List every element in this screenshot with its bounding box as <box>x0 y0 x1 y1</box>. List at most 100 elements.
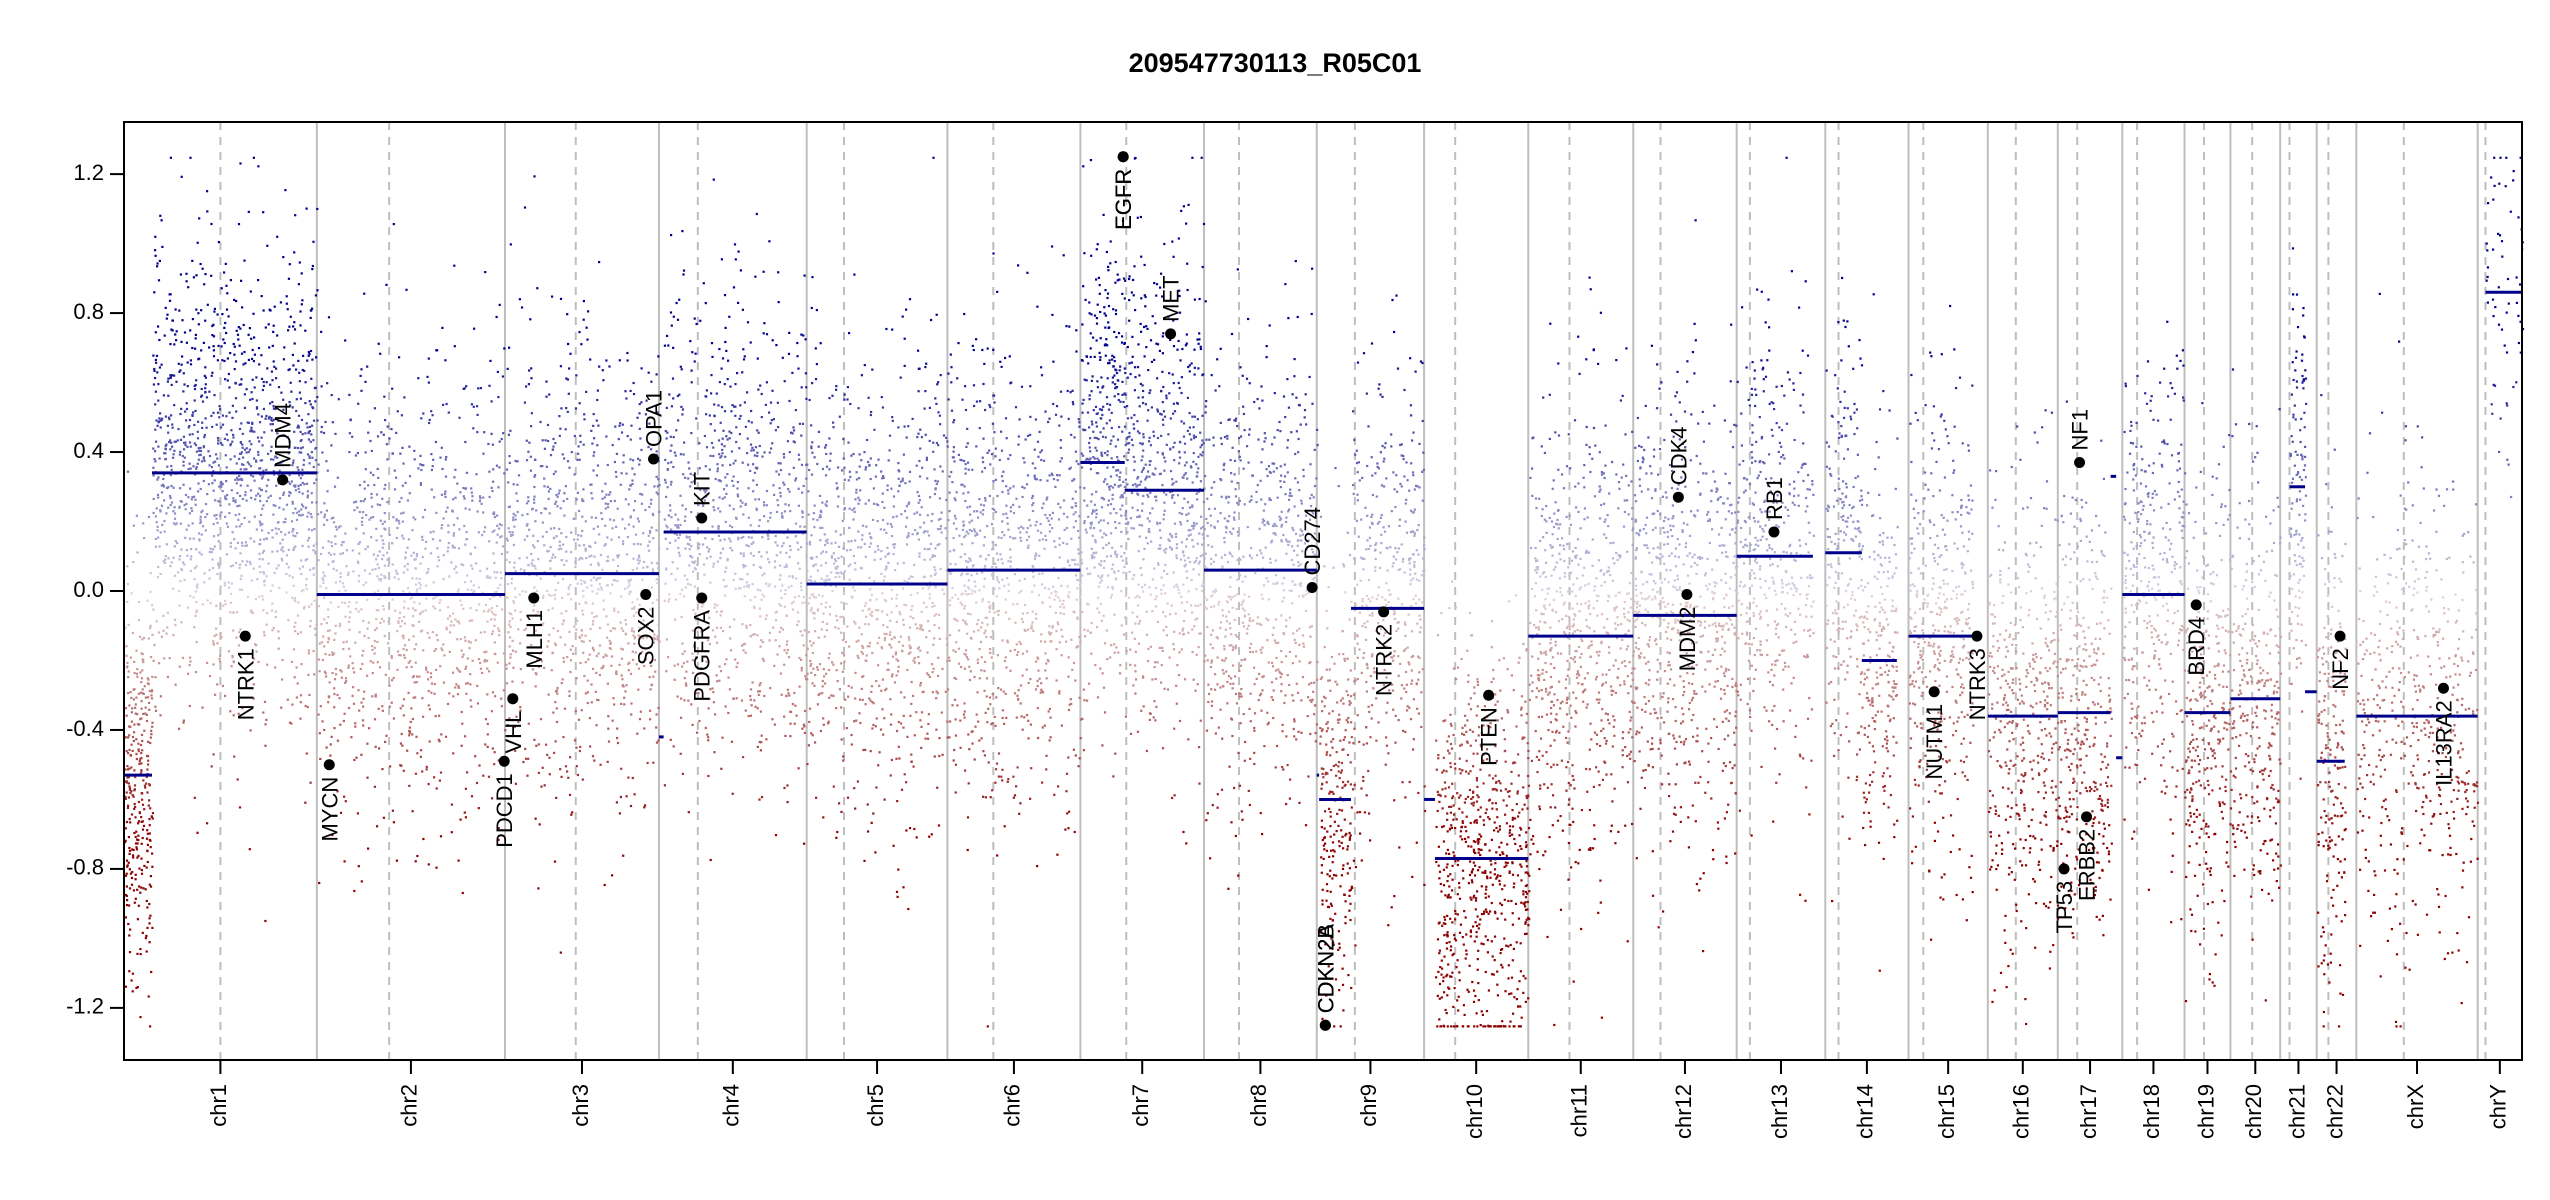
probe-point <box>143 729 146 732</box>
probe-point <box>827 722 830 725</box>
probe-point <box>512 566 516 569</box>
probe-point <box>869 750 872 753</box>
probe-point <box>191 259 194 262</box>
probe-point <box>262 384 265 387</box>
probe-point <box>552 472 555 476</box>
probe-point <box>125 781 129 784</box>
probe-point <box>333 727 336 730</box>
probe-point <box>718 348 721 351</box>
probe-point <box>152 511 155 515</box>
probe-point <box>462 495 465 498</box>
probe-point <box>288 325 291 328</box>
probe-point <box>179 412 182 416</box>
probe-point <box>432 458 435 461</box>
probe-point <box>779 564 782 567</box>
probe-point <box>133 671 136 675</box>
probe-point <box>276 550 279 553</box>
probe-point <box>632 525 635 528</box>
probe-point <box>568 793 572 796</box>
probe-point <box>468 619 471 622</box>
probe-point <box>696 630 699 633</box>
probe-point <box>180 500 183 503</box>
probe-point <box>560 612 563 615</box>
probe-point <box>157 420 161 423</box>
probe-point <box>747 536 750 539</box>
probe-point <box>215 627 218 630</box>
probe-point <box>484 603 487 607</box>
probe-point <box>459 599 462 602</box>
probe-point <box>798 567 801 570</box>
probe-point <box>836 505 839 508</box>
probe-point <box>512 519 515 522</box>
probe-point <box>932 643 935 646</box>
probe-point <box>705 413 708 416</box>
probe-point <box>223 581 226 584</box>
probe-point <box>784 589 787 592</box>
probe-point <box>605 435 608 438</box>
probe-point <box>592 620 595 623</box>
probe-point <box>431 631 434 634</box>
probe-point <box>201 706 204 709</box>
probe-point <box>203 374 206 377</box>
probe-point <box>691 629 694 632</box>
probe-point <box>425 765 428 768</box>
probe-point <box>188 418 192 422</box>
probe-point <box>490 710 493 713</box>
probe-point <box>256 578 259 581</box>
probe-point <box>237 712 240 715</box>
probe-point <box>158 545 161 548</box>
probe-point <box>253 336 256 339</box>
probe-point <box>167 431 170 434</box>
probe-point <box>282 460 285 463</box>
probe-point <box>857 530 860 533</box>
probe-point <box>140 752 143 755</box>
probe-point <box>352 667 355 670</box>
probe-point <box>644 652 648 655</box>
probe-point <box>361 662 364 666</box>
probe-point <box>395 476 398 479</box>
probe-point <box>500 577 503 580</box>
probe-point <box>781 628 784 631</box>
probe-point <box>243 516 246 519</box>
probe-point <box>125 872 128 875</box>
probe-point <box>419 755 422 758</box>
probe-point <box>323 728 326 732</box>
probe-point <box>433 496 436 499</box>
probe-point <box>861 645 864 648</box>
probe-point <box>650 561 653 564</box>
probe-point <box>476 684 479 687</box>
probe-point <box>670 444 673 447</box>
probe-point <box>155 354 159 357</box>
probe-point <box>271 529 274 532</box>
probe-point <box>620 595 623 598</box>
probe-point <box>916 436 919 439</box>
probe-point <box>447 411 450 414</box>
probe-point <box>525 439 528 442</box>
probe-point <box>501 375 504 378</box>
probe-point <box>407 607 410 610</box>
probe-point <box>128 868 131 871</box>
probe-point <box>939 465 942 468</box>
probe-point <box>800 666 803 669</box>
probe-point <box>238 525 241 528</box>
probe-point <box>134 706 137 709</box>
probe-point <box>493 618 496 621</box>
probe-point <box>650 664 653 667</box>
probe-point <box>344 681 347 684</box>
probe-point <box>857 546 860 549</box>
probe-point <box>756 745 759 748</box>
probe-point <box>721 736 724 739</box>
probe-point <box>347 647 351 650</box>
probe-point <box>217 540 220 543</box>
probe-point <box>687 477 690 480</box>
probe-point <box>240 279 243 282</box>
probe-point <box>620 674 623 677</box>
probe-point <box>469 607 472 610</box>
probe-point <box>323 516 326 519</box>
probe-point <box>188 441 192 444</box>
probe-point <box>681 230 684 233</box>
probe-point <box>629 578 632 581</box>
probe-point <box>819 539 822 542</box>
probe-point <box>615 475 618 478</box>
probe-point <box>175 522 178 525</box>
